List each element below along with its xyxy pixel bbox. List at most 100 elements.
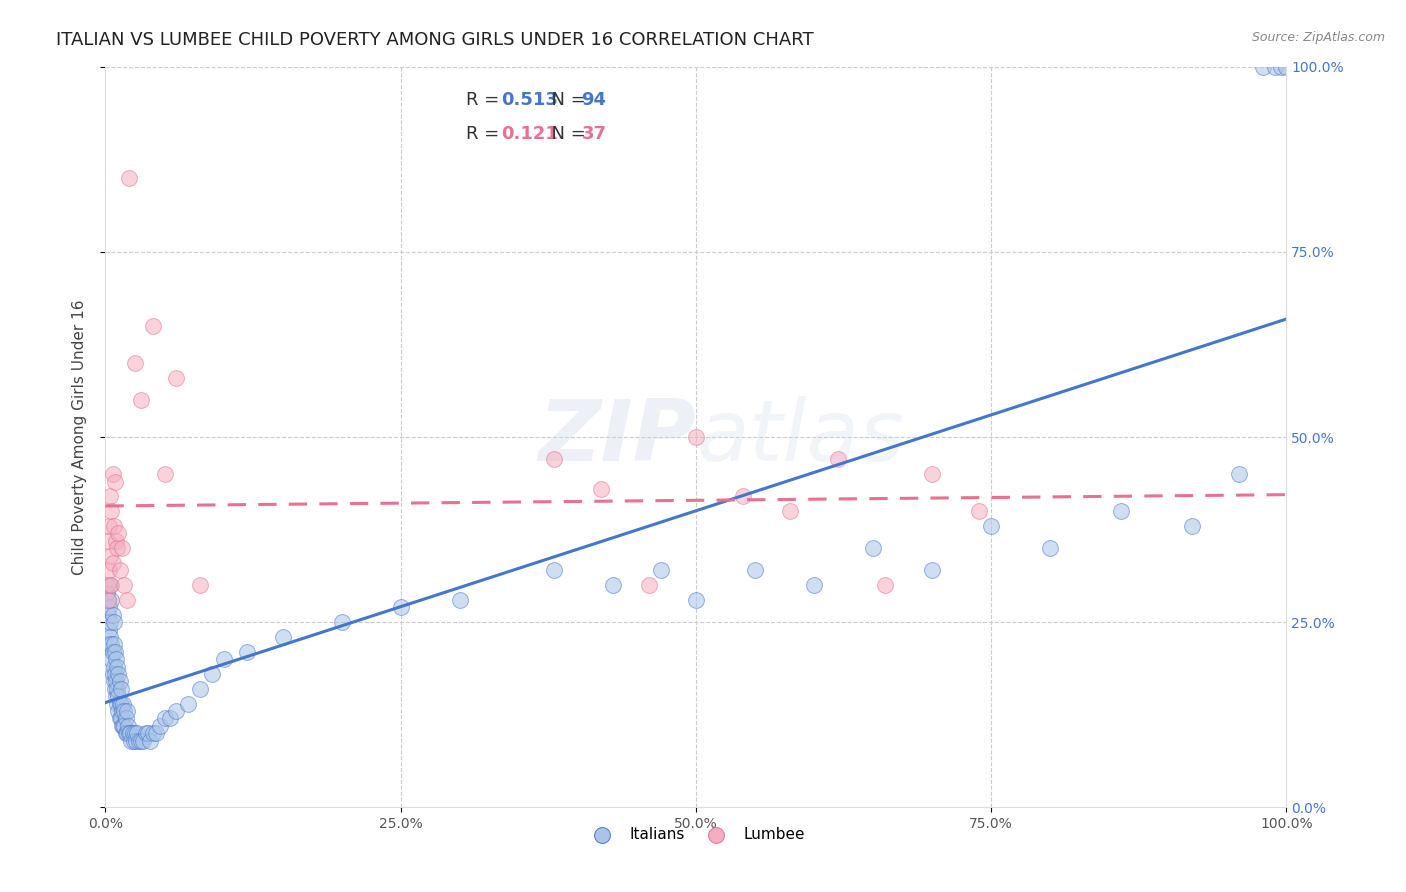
Point bbox=[121, 726, 143, 740]
Point bbox=[591, 482, 613, 496]
Point bbox=[100, 637, 122, 651]
Point bbox=[98, 600, 121, 615]
Point bbox=[112, 704, 135, 718]
Text: ZIP: ZIP bbox=[538, 395, 696, 479]
Point bbox=[97, 533, 120, 548]
Point bbox=[803, 578, 825, 592]
Point bbox=[921, 467, 943, 482]
Point bbox=[105, 689, 128, 703]
Point bbox=[115, 704, 138, 718]
Text: 0.121: 0.121 bbox=[501, 125, 558, 143]
Point bbox=[98, 563, 121, 577]
Point bbox=[873, 578, 896, 592]
Point bbox=[98, 489, 121, 503]
Point bbox=[124, 356, 146, 370]
Point bbox=[101, 645, 124, 659]
Point bbox=[104, 645, 127, 659]
Point bbox=[103, 615, 125, 630]
Point bbox=[120, 726, 142, 740]
Point bbox=[103, 659, 125, 673]
Text: N =: N = bbox=[540, 91, 592, 109]
Point bbox=[115, 593, 138, 607]
Point bbox=[98, 578, 121, 592]
Point bbox=[118, 171, 141, 186]
Point bbox=[139, 733, 162, 747]
Point bbox=[105, 533, 128, 548]
Point bbox=[744, 563, 766, 577]
Point bbox=[112, 719, 135, 733]
Point bbox=[101, 667, 124, 681]
Point bbox=[100, 504, 122, 518]
Point bbox=[104, 667, 127, 681]
Point bbox=[111, 719, 134, 733]
Point bbox=[107, 689, 129, 703]
Point bbox=[105, 541, 128, 555]
Point bbox=[110, 697, 132, 711]
Point bbox=[153, 711, 176, 725]
Point bbox=[543, 563, 565, 577]
Point bbox=[650, 563, 672, 577]
Text: R =: R = bbox=[465, 125, 505, 143]
Point bbox=[97, 593, 120, 607]
Point bbox=[105, 697, 128, 711]
Point bbox=[114, 711, 136, 725]
Point bbox=[98, 615, 121, 630]
Text: 94: 94 bbox=[582, 91, 606, 109]
Point bbox=[115, 726, 138, 740]
Text: R =: R = bbox=[465, 91, 505, 109]
Point bbox=[685, 430, 707, 444]
Point bbox=[862, 541, 884, 555]
Point bbox=[389, 600, 412, 615]
Point bbox=[127, 726, 149, 740]
Point bbox=[101, 607, 124, 622]
Point bbox=[101, 556, 124, 570]
Point bbox=[236, 645, 259, 659]
Point bbox=[122, 733, 145, 747]
Point bbox=[111, 541, 134, 555]
Point bbox=[136, 726, 159, 740]
Point bbox=[129, 392, 152, 407]
Y-axis label: Child Poverty Among Girls Under 16: Child Poverty Among Girls Under 16 bbox=[72, 300, 87, 574]
Point bbox=[112, 697, 135, 711]
Point bbox=[103, 637, 125, 651]
Point bbox=[969, 504, 991, 518]
Point bbox=[733, 489, 755, 503]
Point bbox=[449, 593, 471, 607]
Point bbox=[1270, 60, 1292, 74]
Text: ITALIAN VS LUMBEE CHILD POVERTY AMONG GIRLS UNDER 16 CORRELATION CHART: ITALIAN VS LUMBEE CHILD POVERTY AMONG GI… bbox=[56, 31, 814, 49]
Point bbox=[103, 519, 125, 533]
Point bbox=[101, 467, 124, 482]
Point bbox=[105, 652, 128, 666]
Point bbox=[112, 719, 135, 733]
Point bbox=[108, 711, 131, 725]
Point bbox=[330, 615, 353, 630]
Point bbox=[921, 563, 943, 577]
Point bbox=[271, 630, 294, 644]
Point bbox=[110, 711, 132, 725]
Point bbox=[153, 467, 176, 482]
Point bbox=[779, 504, 801, 518]
Point bbox=[105, 659, 128, 673]
Point bbox=[105, 681, 128, 696]
Point bbox=[111, 704, 134, 718]
Point bbox=[105, 674, 128, 689]
Point bbox=[98, 637, 121, 651]
Point bbox=[98, 549, 121, 563]
Point bbox=[98, 630, 121, 644]
Point bbox=[108, 697, 131, 711]
Point bbox=[107, 704, 129, 718]
Point bbox=[104, 475, 127, 489]
Point bbox=[602, 578, 624, 592]
Point bbox=[165, 704, 187, 718]
Point bbox=[108, 563, 131, 577]
Point bbox=[827, 452, 849, 467]
Point bbox=[132, 733, 155, 747]
Point bbox=[145, 726, 167, 740]
Point bbox=[1251, 60, 1274, 74]
Point bbox=[142, 318, 165, 333]
Point bbox=[114, 726, 136, 740]
Point bbox=[100, 593, 122, 607]
Point bbox=[980, 519, 1002, 533]
Point bbox=[1227, 467, 1250, 482]
Point bbox=[110, 681, 132, 696]
